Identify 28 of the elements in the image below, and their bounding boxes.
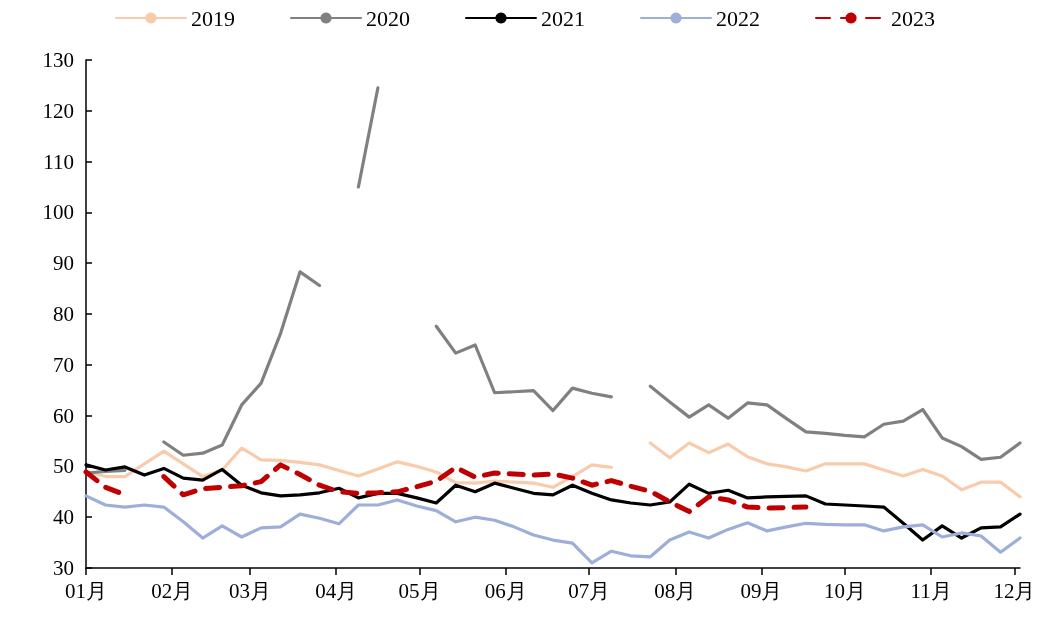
y-tick-label: 90 <box>53 251 74 276</box>
x-tick-label: 02月 <box>151 578 194 603</box>
legend-label: 2020 <box>366 5 410 31</box>
x-tick-label: 01月 <box>65 578 107 603</box>
y-tick-label: 120 <box>42 98 74 123</box>
x-tick-label: 10月 <box>823 578 866 603</box>
x-tick-label: 05月 <box>398 578 441 603</box>
y-tick-label: 130 <box>42 48 74 72</box>
y-tick-label: 50 <box>53 454 74 479</box>
x-tick-label: 07月 <box>568 578 611 603</box>
x-tick-label: 04月 <box>315 578 358 603</box>
y-tick-label: 60 <box>53 403 74 428</box>
legend-label: 2023 <box>891 5 935 31</box>
x-tick-label: 06月 <box>484 578 527 603</box>
legend-label: 2019 <box>191 5 235 31</box>
y-tick-label: 40 <box>53 505 74 530</box>
y-tick-label: 70 <box>53 352 74 377</box>
x-tick-label: 11月 <box>910 578 952 603</box>
x-tick-label: 09月 <box>740 578 783 603</box>
legend-label: 2021 <box>541 5 585 31</box>
y-tick-label: 110 <box>43 149 74 174</box>
x-tick-label: 03月 <box>229 578 272 603</box>
y-tick-label: 80 <box>53 302 74 326</box>
y-tick-label: 100 <box>42 200 74 225</box>
y-tick-label: 30 <box>53 556 74 580</box>
x-tick-label: 08月 <box>654 578 697 603</box>
legend-label: 2022 <box>716 5 760 31</box>
x-tick-label: 12月 <box>993 578 1036 603</box>
